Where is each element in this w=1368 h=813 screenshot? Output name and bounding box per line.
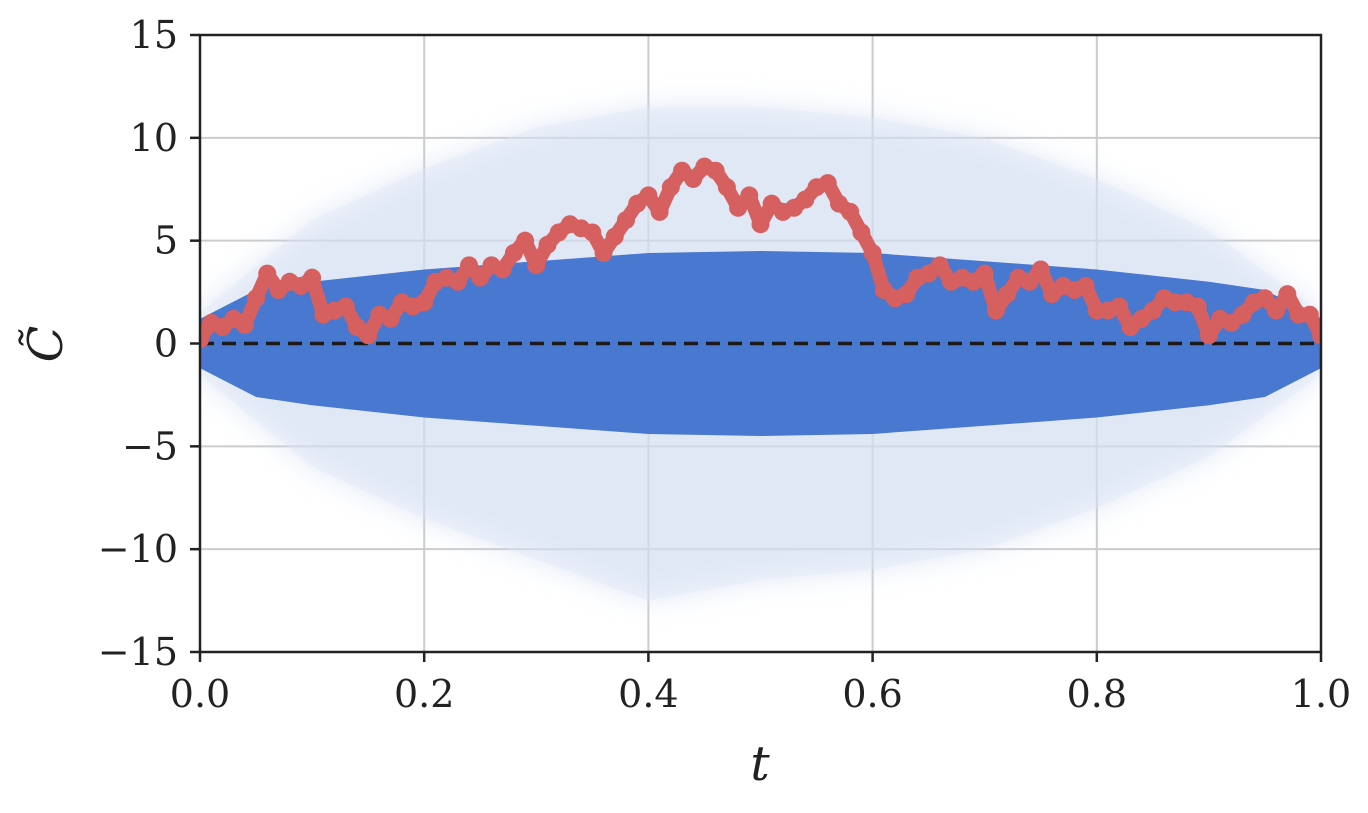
highlight-point [661,178,680,197]
highlight-point [796,190,815,209]
highlight-point [897,285,916,304]
highlight-point [706,161,725,180]
highlight-point [538,235,557,254]
highlight-point [1278,285,1297,304]
x-tick-label: 1.0 [1291,672,1351,716]
highlight-point [1031,260,1050,279]
highlight-point [594,244,613,263]
x-tick-label: 0.4 [618,672,678,716]
highlight-point [1188,297,1207,316]
highlight-point [303,268,322,287]
highlight-point [729,198,748,217]
highlight-point [1312,326,1321,345]
highlight-point [1267,301,1286,320]
highlight-point [684,169,703,188]
highlight-point [493,260,512,279]
highlight-point [258,264,277,283]
highlight-point [1110,297,1129,316]
highlight-point [583,223,602,242]
highlight-point [1300,305,1319,324]
y-tick-label: −10 [98,527,178,571]
y-tick-label: 10 [130,116,178,160]
x-tick-label: 0.0 [170,672,230,716]
x-axis-label: t [750,736,770,792]
highlight-point [1199,326,1218,345]
y-tick-label: 0 [154,322,178,366]
highlight-point [740,186,759,205]
highlight-point [650,202,669,221]
highlight-point [1143,301,1162,320]
highlight-point [359,326,378,345]
y-tick-label: 5 [154,219,178,263]
highlight-point [863,244,882,263]
highlight-point [200,330,209,349]
highlight-point [247,289,266,308]
highlight-point [841,202,860,221]
y-tick-label: −15 [98,630,178,674]
highlight-point [448,272,467,291]
highlight-point [381,309,400,328]
y-tick-label: 15 [130,13,178,57]
highlight-point [527,256,546,275]
highlighted-path [200,157,1321,349]
highlight-point [986,301,1005,320]
highlight-point [415,293,434,312]
axis-ticks: 0.0 0.2 0.4 0.6 0.8 1.0 15 10 5 0 −5 −10 −15 [98,13,1351,716]
sample-cloud [200,106,1321,601]
highlight-point [717,178,736,197]
highlight-point [516,231,535,250]
highlight-point [852,223,871,242]
highlight-point [818,174,837,193]
highlight-point [639,186,658,205]
x-tick-label: 0.6 [842,672,902,716]
x-tick-label: 0.8 [1067,672,1127,716]
x-tick-label: 0.2 [394,672,454,716]
highlight-point [998,285,1017,304]
y-tick-label: −5 [122,424,178,468]
highlight-point [616,211,635,230]
highlight-point [504,244,523,263]
highlight-point [605,227,624,246]
highlight-point [471,268,490,287]
y-axis-label: C̃ [16,326,74,363]
highlight-point [235,315,254,334]
highlight-point [1020,272,1039,291]
highlight-point [930,256,949,275]
highlight-point [1233,305,1252,324]
highlight-point [1076,276,1095,295]
highlight-point [1255,289,1274,308]
highlight-point [751,215,770,234]
highlight-point [336,297,355,316]
highlight-point [460,256,479,275]
highlight-point [975,264,994,283]
